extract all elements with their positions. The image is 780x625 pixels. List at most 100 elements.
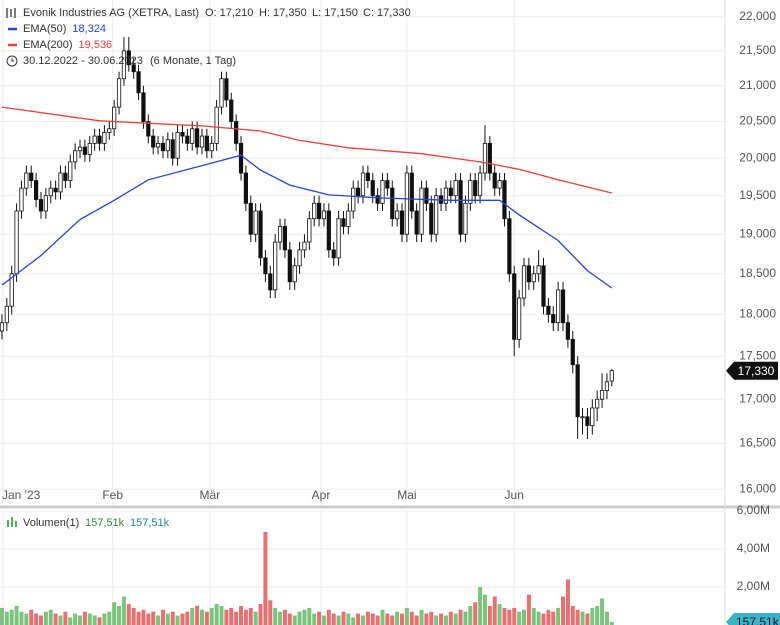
y-tick-label: 17,500: [739, 348, 776, 362]
candle-body: [68, 161, 73, 181]
candle-body: [209, 142, 214, 152]
candle-body: [14, 210, 19, 275]
candle-body: [151, 135, 156, 148]
candle-body: [434, 195, 439, 235]
volume-bar: [360, 615, 365, 625]
candle-body: [287, 249, 292, 283]
volume-bar: [404, 607, 409, 625]
candle-body: [180, 132, 185, 137]
candle-body: [273, 241, 278, 291]
y-tick-label: 21,500: [739, 43, 776, 57]
volume-bar: [273, 607, 278, 625]
candle-body: [102, 132, 107, 144]
candle-body: [512, 273, 517, 340]
candle-body: [268, 273, 273, 291]
candle-body: [282, 226, 288, 251]
volume-bar: [385, 613, 390, 625]
candle-body: [19, 187, 24, 212]
volume-bar: [400, 613, 405, 625]
candle-body: [131, 64, 136, 73]
volume-bar: [585, 613, 590, 625]
candle-body: [585, 416, 590, 427]
candle-body: [24, 172, 29, 189]
candle-body: [43, 195, 48, 212]
candle-body: [141, 92, 146, 122]
candle-body: [536, 265, 541, 275]
period-note: (6 Monate, 1 Tag): [150, 55, 236, 67]
y-tick-label: 20,000: [739, 150, 776, 164]
candle-body: [458, 180, 463, 235]
volume-bar: [307, 607, 312, 625]
x-tick-label: Jan '23: [2, 488, 41, 502]
volume-bar: [53, 613, 58, 625]
candle-body: [370, 180, 375, 197]
candle-body: [87, 142, 92, 155]
volume-bar: [365, 611, 370, 625]
candle-body: [570, 338, 575, 366]
volume-bar: [575, 609, 580, 625]
candle-body: [380, 180, 385, 204]
candle-body: [453, 180, 458, 197]
volume-bar: [302, 609, 307, 625]
candle-body: [351, 187, 356, 212]
volume-bar: [375, 615, 380, 625]
candle-body: [238, 142, 244, 174]
candle-body: [9, 273, 14, 307]
volume-bar: [239, 606, 244, 625]
candle-body: [155, 142, 161, 148]
volume-bar: [160, 609, 165, 625]
volume-bar: [58, 615, 63, 625]
y-tick-label: 16,000: [739, 481, 776, 495]
candle-body: [409, 172, 414, 212]
candle-body: [263, 257, 268, 275]
candle-body: [468, 180, 473, 204]
y-tick-label: 19,000: [739, 226, 776, 240]
volume-bar: [29, 609, 34, 625]
candle-body: [497, 180, 502, 189]
volume-bar: [219, 606, 224, 625]
ema-line: [1, 106, 612, 194]
x-tick-label: Feb: [102, 488, 123, 502]
candle-body: [575, 364, 580, 418]
volume-bar: [131, 607, 136, 625]
ema-line: [1, 154, 613, 289]
y-tick-label: 18,500: [739, 266, 776, 280]
volume-bar: [175, 615, 180, 625]
candle-body: [477, 172, 483, 197]
candle-body: [531, 273, 536, 283]
candle-body: [546, 305, 551, 315]
volume-bar: [463, 611, 468, 625]
volume-bar: [151, 611, 156, 625]
volume-bar: [370, 613, 375, 625]
volume-bar: [453, 613, 458, 625]
candle-body: [190, 128, 195, 144]
candle-body: [253, 210, 258, 235]
volume-bar: [336, 615, 341, 625]
candle-body: [234, 121, 239, 144]
price-tag-label: 17,330: [738, 364, 775, 378]
candle-body: [356, 187, 361, 197]
candle-body: [595, 398, 600, 409]
volume-bar: [214, 604, 219, 625]
volume-bar: [434, 615, 439, 625]
candle-body: [195, 128, 200, 148]
candle-body: [97, 135, 102, 144]
volume-bar: [229, 607, 234, 625]
ohlc-label: L: 17,150: [312, 7, 358, 19]
candle-body: [63, 172, 68, 181]
candle-body: [58, 172, 63, 193]
volume-bar: [102, 613, 107, 625]
y-tick-label: 21,000: [739, 78, 776, 92]
volume-bar: [156, 615, 161, 625]
volume-bar: [395, 611, 400, 625]
clock-icon: [6, 55, 18, 67]
volume-bar: [531, 607, 536, 625]
ohlc-label: O: 17,210: [205, 7, 253, 19]
volume-bar: [112, 602, 117, 625]
volume-tag-label: 157,51k: [736, 615, 780, 625]
volume-bar: [521, 609, 526, 625]
price-tag: [726, 361, 778, 380]
y-tick-label: 2,00M: [737, 579, 770, 593]
candle-body: [502, 180, 507, 220]
